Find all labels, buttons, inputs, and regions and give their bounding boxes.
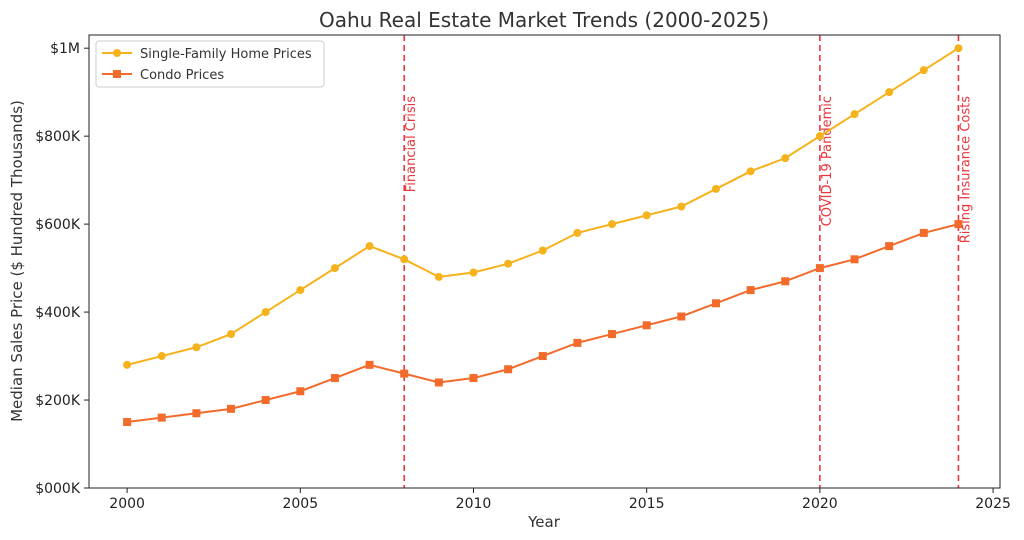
data-point (504, 365, 513, 374)
data-point (677, 202, 686, 211)
data-point (954, 220, 963, 229)
data-point (885, 242, 894, 251)
y-tick-label: $1M (50, 41, 80, 57)
data-point (400, 255, 409, 264)
series-layer (123, 44, 963, 427)
data-point (227, 404, 236, 413)
data-point (538, 352, 547, 361)
data-point (885, 88, 894, 97)
data-point (573, 338, 582, 347)
data-point (261, 308, 270, 317)
data-point (573, 228, 582, 237)
legend-label: Single-Family Home Prices (140, 47, 312, 62)
y-tick-label: $600K (35, 217, 81, 233)
data-point (781, 154, 790, 163)
data-point (330, 264, 339, 273)
data-point (642, 211, 651, 220)
data-point (434, 272, 443, 281)
data-point (504, 259, 513, 268)
data-point (746, 286, 755, 295)
annotation-label: Financial Crisis (404, 96, 419, 192)
data-point (469, 374, 478, 383)
legend-marker (113, 49, 121, 57)
chart-title: Oahu Real Estate Market Trends (2000-202… (319, 8, 769, 32)
data-point (157, 413, 166, 422)
legend-marker (113, 70, 121, 78)
data-point (192, 409, 201, 418)
x-tick-label: 2010 (456, 496, 492, 512)
data-point (330, 374, 339, 383)
plot-frame (88, 34, 1001, 489)
data-point (608, 330, 617, 339)
legend-box (95, 40, 325, 88)
x-tick-label: 2020 (802, 496, 838, 512)
annotations-layer: Financial Crisis COVID-19 Pandemic Rising … (403, 35, 973, 488)
data-point (815, 132, 824, 141)
y-tick-label: $200K (35, 393, 81, 409)
data-point (677, 312, 686, 321)
data-point (919, 66, 928, 75)
data-point (123, 418, 132, 427)
data-point (296, 286, 305, 295)
data-point (296, 387, 305, 396)
data-point (781, 277, 790, 286)
data-point (469, 268, 478, 277)
data-point (157, 352, 166, 361)
data-point (711, 299, 720, 308)
data-point (123, 360, 132, 369)
data-point (400, 369, 409, 378)
annotation-label: Rising Insurance Costs (958, 96, 973, 243)
data-point (711, 184, 720, 193)
data-point (919, 228, 928, 237)
annotation-label: COVID-19 Pandemic (820, 96, 835, 226)
y-tick-label: $000K (35, 481, 81, 497)
y-tick-label: $400K (35, 305, 81, 321)
y-tick-label: $800K (35, 129, 81, 145)
data-point (850, 255, 859, 264)
x-tick-label: 2000 (109, 496, 145, 512)
x-tick-label: 2015 (629, 496, 665, 512)
data-point (642, 321, 651, 330)
data-point (608, 220, 617, 229)
data-point (192, 343, 201, 352)
x-tick-label: 2005 (282, 496, 318, 512)
legend: Single-Family Home Prices Condo Prices (95, 40, 325, 88)
data-point (227, 330, 236, 339)
data-point (434, 378, 443, 387)
data-point (746, 167, 755, 176)
data-point (261, 396, 270, 405)
data-point (954, 44, 963, 53)
x-tick-label: 2025 (975, 496, 1011, 512)
x-axis-label: Year (527, 513, 561, 531)
axes-layer: 2000 2005 2010 2015 2020 2025 $000K $200K $400K $… (35, 34, 1011, 512)
data-point (815, 264, 824, 273)
data-point (538, 246, 547, 255)
legend-label: Condo Prices (140, 68, 224, 83)
y-axis-label: Median Sales Price ($ Hundred Thousands) (8, 100, 26, 422)
data-point (365, 242, 374, 251)
data-point (850, 110, 859, 119)
data-point (365, 360, 374, 369)
